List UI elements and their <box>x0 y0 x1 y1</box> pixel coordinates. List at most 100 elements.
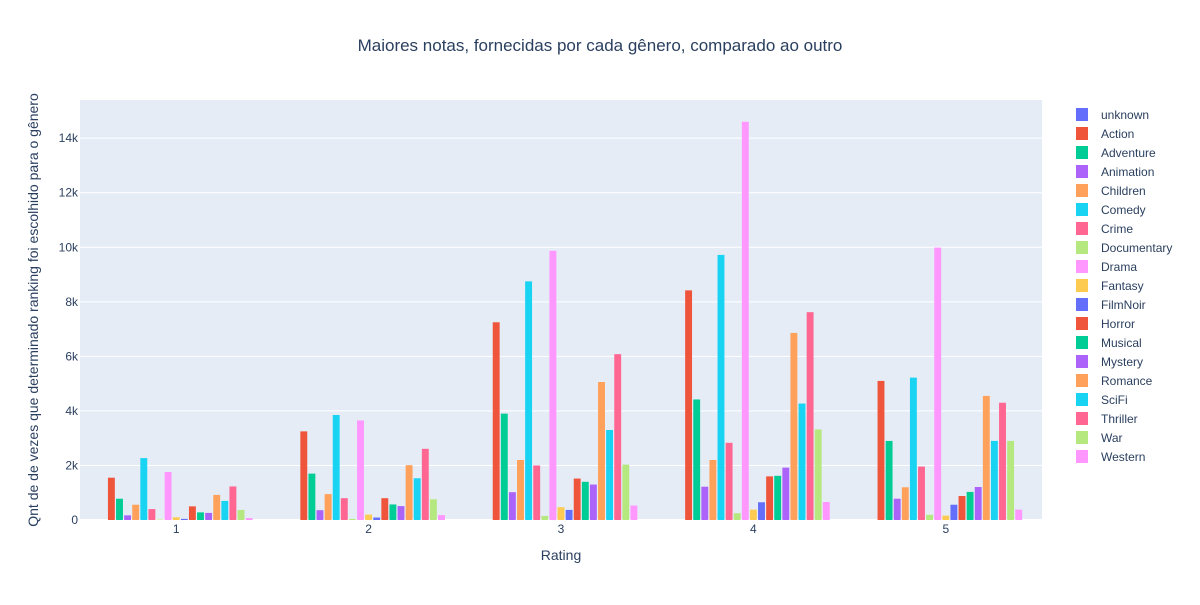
bar-musical-1[interactable] <box>197 512 204 520</box>
bar-thriller-1[interactable] <box>229 486 237 520</box>
bar-romance-4[interactable] <box>790 332 798 520</box>
bar-musical-2[interactable] <box>389 504 397 520</box>
legend-item-animation[interactable]: Animation <box>1076 165 1154 179</box>
bar-musical-5[interactable] <box>966 491 974 520</box>
bar-romance-3[interactable] <box>598 382 605 520</box>
bar-action-5[interactable] <box>877 380 885 520</box>
legend-item-musical[interactable]: Musical <box>1076 336 1142 350</box>
legend-item-filmnoir[interactable]: FilmNoir <box>1076 298 1146 312</box>
bar-thriller-3[interactable] <box>614 354 622 520</box>
bar-drama-1[interactable] <box>164 472 172 520</box>
bar-action-3[interactable] <box>492 322 500 520</box>
legend-item-thriller[interactable]: Thriller <box>1076 412 1138 426</box>
bar-thriller-2[interactable] <box>421 448 429 520</box>
bar-fantasy-4[interactable] <box>749 509 757 520</box>
legend-item-fantasy[interactable]: Fantasy <box>1076 279 1144 293</box>
legend-item-scifi[interactable]: SciFi <box>1076 393 1128 407</box>
bar-fantasy-1[interactable] <box>172 517 180 520</box>
bar-comedy-5[interactable] <box>909 377 917 520</box>
bar-western-3[interactable] <box>630 505 638 520</box>
bar-drama-4[interactable] <box>741 121 749 521</box>
legend-item-unknown[interactable]: unknown <box>1076 108 1149 122</box>
bar-animation-5[interactable] <box>893 498 901 520</box>
bar-war-3[interactable] <box>622 464 630 520</box>
bar-horror-1[interactable] <box>188 506 196 520</box>
bar-thriller-5[interactable] <box>999 402 1006 520</box>
bar-mystery-1[interactable] <box>205 512 213 520</box>
bar-romance-5[interactable] <box>982 395 990 520</box>
bar-filmnoir-5[interactable] <box>950 504 958 520</box>
bar-fantasy-5[interactable] <box>942 515 950 520</box>
bar-adventure-2[interactable] <box>308 473 316 520</box>
bar-scifi-2[interactable] <box>413 478 421 520</box>
bar-action-1[interactable] <box>107 477 115 520</box>
bar-western-4[interactable] <box>822 502 830 520</box>
bar-crime-2[interactable] <box>340 498 348 520</box>
bar-western-5[interactable] <box>1015 509 1023 520</box>
legend-item-crime[interactable]: Crime <box>1076 222 1133 236</box>
bar-horror-5[interactable] <box>958 496 966 520</box>
bar-comedy-4[interactable] <box>717 254 725 520</box>
legend-item-romance[interactable]: Romance <box>1076 374 1153 388</box>
bar-western-1[interactable] <box>245 518 253 520</box>
bar-horror-4[interactable] <box>766 476 774 520</box>
bar-mystery-4[interactable] <box>782 467 790 520</box>
bar-thriller-4[interactable] <box>806 312 814 520</box>
bar-adventure-5[interactable] <box>885 440 893 520</box>
bar-war-1[interactable] <box>237 509 245 520</box>
bar-comedy-1[interactable] <box>140 458 148 520</box>
bar-documentary-1[interactable] <box>156 519 164 520</box>
bar-children-2[interactable] <box>324 494 332 520</box>
legend-item-war[interactable]: War <box>1076 431 1123 445</box>
bar-musical-4[interactable] <box>774 475 782 520</box>
bar-adventure-4[interactable] <box>693 399 701 520</box>
bar-children-5[interactable] <box>901 487 909 520</box>
legend-item-documentary[interactable]: Documentary <box>1076 241 1172 255</box>
bar-comedy-2[interactable] <box>332 415 340 520</box>
bar-documentary-2[interactable] <box>348 518 356 520</box>
bar-mystery-5[interactable] <box>974 487 982 520</box>
bar-children-4[interactable] <box>709 460 717 520</box>
bar-scifi-1[interactable] <box>221 500 229 520</box>
legend-item-mystery[interactable]: Mystery <box>1076 355 1143 369</box>
legend-item-children[interactable]: Children <box>1076 184 1146 198</box>
bar-war-4[interactable] <box>814 429 822 520</box>
bar-animation-3[interactable] <box>508 492 516 520</box>
bar-action-4[interactable] <box>685 290 693 520</box>
bar-scifi-5[interactable] <box>990 440 998 520</box>
bar-horror-3[interactable] <box>573 478 581 520</box>
bar-western-2[interactable] <box>438 515 445 520</box>
bar-children-1[interactable] <box>132 504 140 520</box>
legend-item-western[interactable]: Western <box>1076 450 1145 464</box>
bar-filmnoir-2[interactable] <box>373 517 381 520</box>
bar-children-3[interactable] <box>517 460 524 520</box>
bar-drama-3[interactable] <box>549 250 557 520</box>
bar-fantasy-3[interactable] <box>557 507 565 520</box>
legend-item-adventure[interactable]: Adventure <box>1076 146 1156 160</box>
bar-comedy-3[interactable] <box>525 281 533 520</box>
legend-item-drama[interactable]: Drama <box>1076 260 1137 274</box>
bar-documentary-5[interactable] <box>926 514 934 520</box>
bar-drama-2[interactable] <box>357 420 364 520</box>
bar-romance-2[interactable] <box>405 465 413 520</box>
bar-animation-4[interactable] <box>701 486 709 520</box>
bar-war-2[interactable] <box>429 499 437 520</box>
bar-crime-3[interactable] <box>533 465 541 520</box>
legend-item-horror[interactable]: Horror <box>1076 317 1135 331</box>
legend-item-comedy[interactable]: Comedy <box>1076 203 1146 217</box>
bar-action-2[interactable] <box>300 431 308 520</box>
bar-fantasy-2[interactable] <box>365 514 373 520</box>
bar-horror-2[interactable] <box>381 498 389 520</box>
bar-filmnoir-4[interactable] <box>758 502 765 520</box>
legend[interactable]: unknown Action Adventure Animation Children C… <box>1076 108 1172 464</box>
bar-drama-5[interactable] <box>934 247 942 520</box>
bar-crime-5[interactable] <box>918 466 925 520</box>
bar-adventure-3[interactable] <box>500 413 508 520</box>
legend-item-action[interactable]: Action <box>1076 127 1134 141</box>
bar-crime-1[interactable] <box>148 509 156 520</box>
bar-war-5[interactable] <box>1007 440 1015 520</box>
bar-crime-4[interactable] <box>725 442 733 520</box>
bar-romance-1[interactable] <box>213 494 221 520</box>
bar-filmnoir-1[interactable] <box>180 518 188 520</box>
bar-filmnoir-3[interactable] <box>565 509 573 520</box>
